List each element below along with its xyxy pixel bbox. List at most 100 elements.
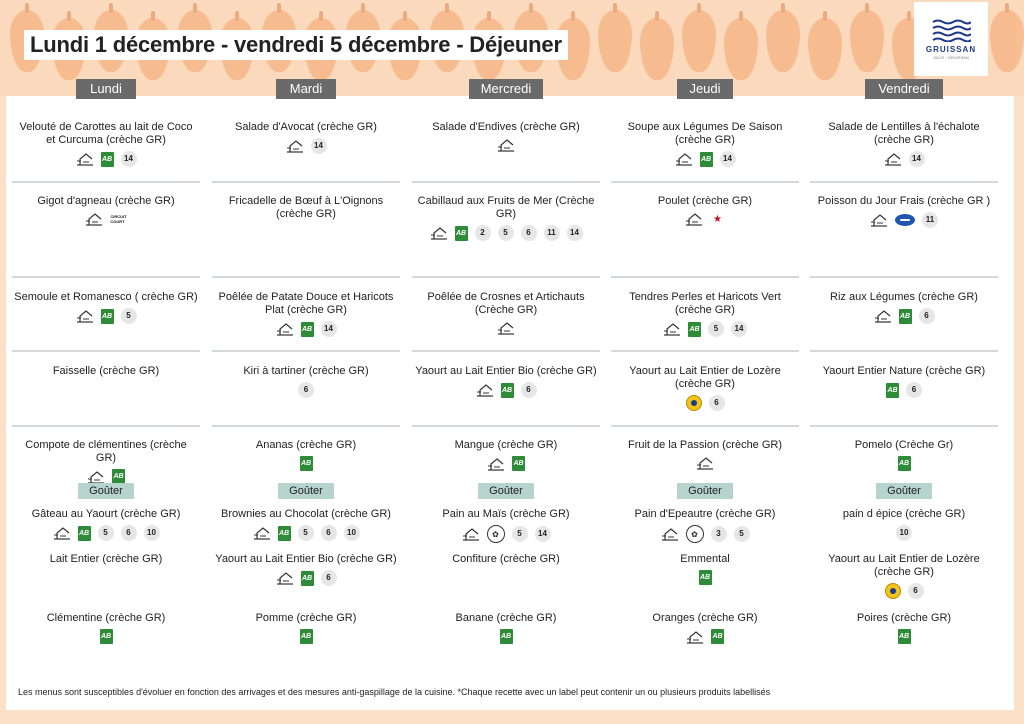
- meal-name: Ananas (crèche GR): [255, 439, 357, 451]
- meal-item: Salade d'Avocat (crèche GR) 14: [212, 121, 400, 154]
- homemade-icon: [663, 322, 681, 336]
- meal-item: Confiture (crèche GR): [412, 553, 600, 566]
- label-badges: AB: [611, 629, 799, 644]
- row-divider: [12, 425, 200, 427]
- meal-name: Confiture (crèche GR): [452, 553, 560, 565]
- meal-name: Pomme (crèche GR): [255, 612, 357, 624]
- label-badges: 14: [212, 138, 400, 154]
- homemade-icon: [85, 212, 103, 226]
- homemade-icon: [497, 138, 515, 152]
- logo-name: GRUISSAN: [925, 45, 977, 54]
- label-badges: AB: [212, 629, 400, 644]
- row-divider: [611, 276, 799, 278]
- label-badges: AB 14: [12, 151, 200, 167]
- logo-subtitle: VILLE · GRUISSAN: [933, 55, 969, 60]
- meal-item: Yaourt au Lait Entier Bio (crèche GR) AB 6: [212, 553, 400, 586]
- label-badges: ★: [611, 212, 799, 226]
- meal-name: Gigot d'agneau (crèche GR): [37, 195, 175, 207]
- label-badges: 6: [611, 395, 799, 411]
- row-divider: [212, 350, 400, 352]
- meal-name: Poires (crèche GR): [856, 612, 952, 624]
- meal-name: Compote de clémentines (crèche GR): [25, 439, 187, 464]
- meal-name: Emmental: [680, 553, 730, 565]
- meal-item: Poisson du Jour Frais (crèche GR ) 11: [810, 195, 998, 228]
- sustainable-fishing-icon: [895, 214, 915, 226]
- label-badges: AB: [412, 629, 600, 644]
- day-header-mardi: Mardi: [276, 79, 336, 99]
- homemade-icon: [286, 139, 304, 153]
- allergen-badge: 14: [310, 138, 327, 154]
- homemade-icon: [53, 526, 71, 540]
- meal-item: Poulet (crèche GR) ★: [611, 195, 799, 226]
- day-header-mercredi: Mercredi: [469, 79, 543, 99]
- allergen-badge: 5: [97, 525, 114, 541]
- organic-ab-icon: AB: [112, 469, 125, 484]
- label-badges: AB 5 6 10: [212, 525, 400, 541]
- label-badges: AB 6: [412, 382, 600, 398]
- pear-decoration: [766, 3, 800, 72]
- row-divider: [412, 425, 600, 427]
- allergen-badge: 3: [710, 526, 727, 542]
- label-badges: 6: [212, 382, 400, 398]
- label-badges: AB 2 5 6 11 14: [412, 225, 600, 241]
- allergen-badge: 5: [120, 308, 137, 324]
- meal-name: Yaourt au Lait Entier de Lozère (crèche …: [629, 365, 781, 390]
- meal-name: Fruit de la Passion (crèche GR): [627, 439, 783, 451]
- organic-ab-icon: AB: [299, 629, 313, 644]
- label-badges: 10: [810, 525, 998, 541]
- label-badges: AB 14: [212, 321, 400, 337]
- meal-item: Fricadelle de Bœuf à L'Oignons (crèche G…: [212, 195, 400, 221]
- row-divider: [12, 276, 200, 278]
- waves-icon: [932, 19, 971, 42]
- meal-item: Yaourt au Lait Entier Bio (crèche GR) AB 6: [412, 365, 600, 398]
- label-badges: AB: [810, 629, 998, 644]
- allergen-badge: 14: [566, 225, 583, 241]
- homemade-icon: [675, 152, 693, 166]
- allergen-badge: 14: [719, 151, 736, 167]
- meal-name: pain d épice (crèche GR): [842, 508, 966, 520]
- label-badges: AB: [810, 456, 998, 471]
- pear-decoration: [724, 11, 758, 80]
- meal-name: Clémentine (crèche GR): [46, 612, 166, 624]
- meal-item: Clémentine (crèche GR) AB: [12, 612, 200, 644]
- label-badges: [611, 456, 799, 470]
- organic-ab-icon: AB: [886, 382, 899, 398]
- row-divider: [12, 181, 200, 183]
- homemade-icon: [497, 321, 515, 335]
- allergen-badge: 6: [906, 382, 922, 398]
- allergen-badge: 14: [120, 151, 137, 167]
- meal-name: Gâteau au Yaourt (crèche GR): [31, 508, 181, 520]
- gouter-label: Goûter: [78, 483, 134, 499]
- label-badges: AB: [12, 469, 200, 484]
- meal-item: Cabillaud aux Fruits de Mer (Crèche GR) A…: [412, 195, 600, 241]
- row-divider: [810, 425, 998, 427]
- meal-item: Poêlée de Crosnes et Artichauts (Crèche …: [412, 291, 600, 335]
- allergen-badge: 6: [320, 525, 337, 541]
- allergen-badge: 10: [143, 525, 160, 541]
- homemade-icon: [685, 212, 703, 226]
- pear-decoration: [682, 3, 716, 72]
- meal-name: Salade d'Endives (crèche GR): [432, 121, 580, 133]
- meal-item: Salade de Lentilles à l'échalote (crèche…: [810, 121, 998, 167]
- allergen-badge: 10: [896, 525, 912, 541]
- french-origin-icon: ★: [713, 213, 722, 225]
- label-badges: AB 6: [810, 308, 998, 324]
- meal-item: Soupe aux Légumes De Saison (crèche GR) A…: [611, 121, 799, 167]
- allergen-badge: 11: [922, 212, 938, 228]
- meal-name: Semoule et Romanesco ( crèche GR): [14, 291, 198, 303]
- meal-name: Yaourt Entier Nature (crèche GR): [822, 365, 986, 377]
- meal-item: Velouté de Carottes au lait de Coco et C…: [12, 121, 200, 167]
- pear-decoration: [850, 3, 884, 72]
- meal-name: Velouté de Carottes au lait de Coco et C…: [19, 121, 193, 146]
- allergen-badge: 10: [343, 525, 360, 541]
- homemade-icon: [87, 470, 105, 484]
- meal-name: Poulet (crèche GR): [657, 195, 753, 207]
- meal-item: Poires (crèche GR) AB: [810, 612, 998, 644]
- meal-item: Faisselle (crèche GR): [12, 365, 200, 378]
- homemade-icon: [253, 526, 271, 540]
- meal-item: Ananas (crèche GR) AB: [212, 439, 400, 471]
- allergen-badge: 6: [298, 382, 314, 398]
- gruissan-logo: GRUISSAN VILLE · GRUISSAN: [914, 2, 988, 76]
- short-circuit-icon: CIRCUIT COURT: [110, 214, 127, 224]
- label-badges: AB: [12, 629, 200, 644]
